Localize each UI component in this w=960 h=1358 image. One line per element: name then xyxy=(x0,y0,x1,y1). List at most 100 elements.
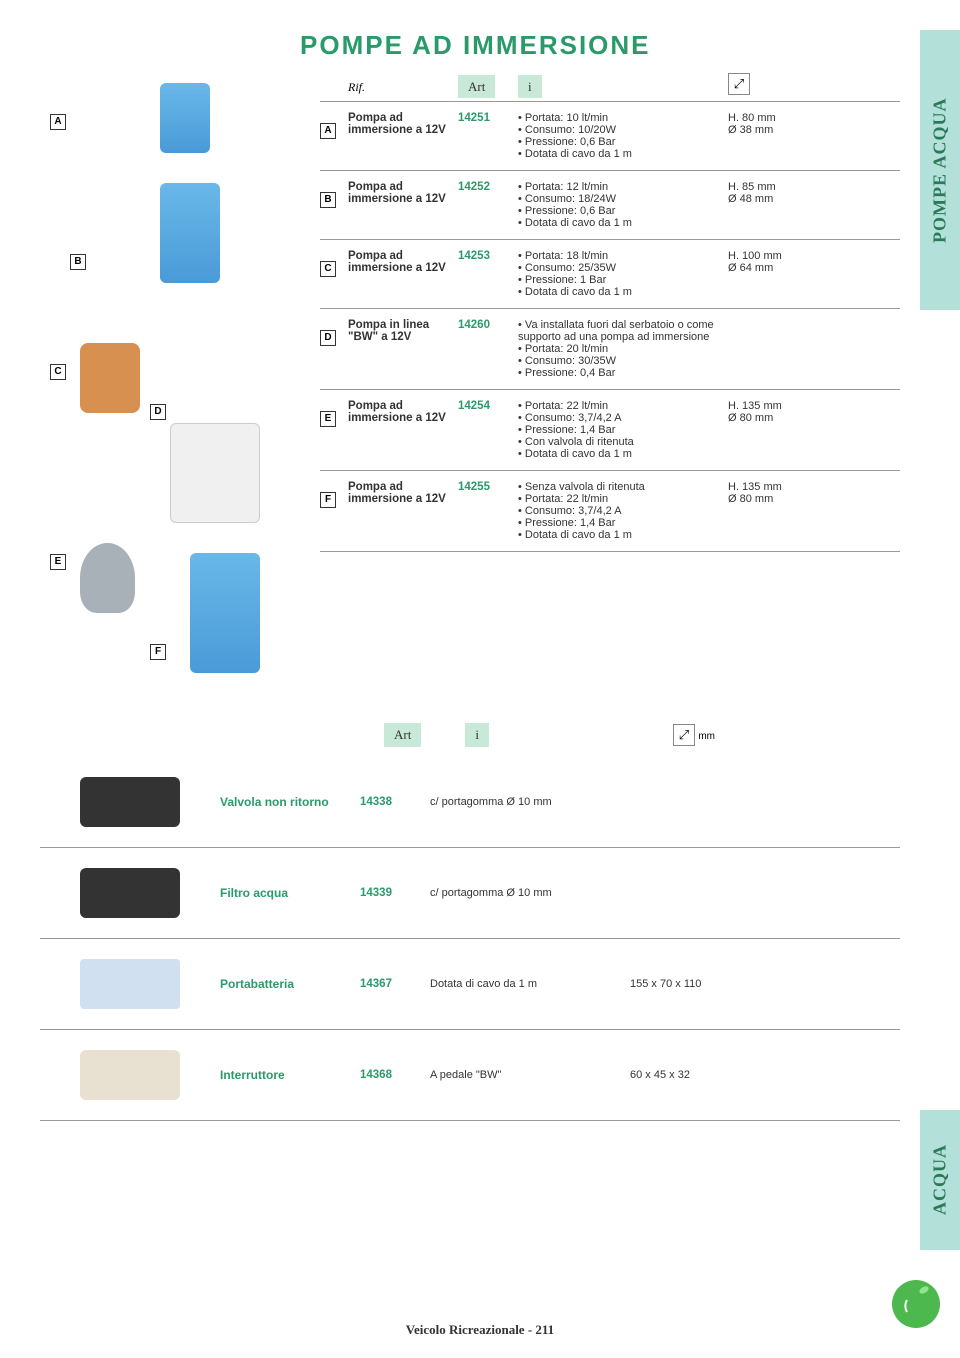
info-item: Senza valvola di ritenuta xyxy=(518,481,728,493)
product-info: Portata: 22 lt/minConsumo: 3,7/4,2 APres… xyxy=(518,400,728,460)
article-number: 14252 xyxy=(458,181,518,193)
accessory-name: Portabatteria xyxy=(220,977,360,991)
product-dimensions: H. 135 mmØ 80 mm xyxy=(728,400,818,424)
label-C: C xyxy=(50,364,66,380)
page-footer: Veicolo Ricreazionale - 211 xyxy=(0,1322,960,1338)
header-info-2: i xyxy=(465,723,489,747)
label-E: E xyxy=(50,554,66,570)
row-ref-letter: F xyxy=(320,492,336,508)
accessory-image xyxy=(80,868,180,918)
info-item: Consumo: 18/24W xyxy=(518,193,728,205)
product-info: Portata: 18 lt/minConsumo: 25/35WPressio… xyxy=(518,250,728,298)
accessory-row: Portabatteria14367Dotata di cavo da 1 m1… xyxy=(40,939,900,1030)
info-item: Consumo: 30/35W xyxy=(518,355,728,367)
product-image-E xyxy=(80,543,135,613)
accessory-article: 14368 xyxy=(360,1069,430,1081)
info-item: Pressione: 0,6 Bar xyxy=(518,205,728,217)
info-item: Consumo: 3,7/4,2 A xyxy=(518,412,728,424)
dimensions-icon-2: ⤢ xyxy=(673,724,695,746)
info-item: Va installata fuori dal serbatoio o come… xyxy=(518,319,728,343)
accessory-row: Interruttore14368A pedale "BW"60 x 45 x … xyxy=(40,1030,900,1121)
accessory-row: Valvola non ritorno14338c/ portagomma Ø … xyxy=(40,757,900,848)
product-dimensions: H. 135 mmØ 80 mm xyxy=(728,481,818,505)
product-image-F xyxy=(190,553,260,673)
pumps-table: Rif. Art i ⤢ APompa ad immersione a 12V1… xyxy=(320,73,900,693)
page-title: POMPE AD IMMERSIONE xyxy=(300,30,900,61)
info-item: Portata: 12 lt/min xyxy=(518,181,728,193)
product-name: Pompa in linea "BW" a 12V xyxy=(348,319,458,343)
pump-row: D Pompa in linea "BW" a 12V14260Va instal… xyxy=(320,309,900,390)
product-name: Pompa ad immersione a 12V xyxy=(348,250,458,274)
info-item: Dotata di cavo da 1 m xyxy=(518,148,728,160)
row-ref-letter: B xyxy=(320,192,336,208)
product-info: Portata: 10 lt/minConsumo: 10/20WPressio… xyxy=(518,112,728,160)
info-item: Consumo: 10/20W xyxy=(518,124,728,136)
header-art-2: Art xyxy=(384,723,421,747)
pump-row: APompa ad immersione a 12V14251Portata: … xyxy=(320,102,900,171)
accessory-info: c/ portagomma Ø 10 mm xyxy=(430,796,630,808)
mm-label: mm xyxy=(698,731,715,742)
article-number: 14260 xyxy=(458,319,518,331)
side-tab-pompe: POMPE ACQUA xyxy=(920,30,960,310)
section-accessories: Art i ⤢ mm Valvola non ritorno14338c/ po… xyxy=(40,723,900,1121)
article-number: 14253 xyxy=(458,250,518,262)
info-item: Portata: 18 lt/min xyxy=(518,250,728,262)
info-item: Dotata di cavo da 1 m xyxy=(518,286,728,298)
info-item: Pressione: 1 Bar xyxy=(518,274,728,286)
accessory-row: Filtro acqua14339c/ portagomma Ø 10 mm xyxy=(40,848,900,939)
info-item: Portata: 22 lt/min xyxy=(518,400,728,412)
accessory-image xyxy=(80,1050,180,1100)
row-ref-letter: E xyxy=(320,411,336,427)
row-ref-letter: D xyxy=(320,330,336,346)
pump-row: EPompa ad immersione a 12V14254Portata: … xyxy=(320,390,900,471)
label-B: B xyxy=(70,254,86,270)
product-info: Va installata fuori dal serbatoio o come… xyxy=(518,319,728,379)
info-item: Consumo: 3,7/4,2 A xyxy=(518,505,728,517)
apple-logo-icon xyxy=(892,1280,940,1328)
info-item: Dotata di cavo da 1 m xyxy=(518,529,728,541)
article-number: 14254 xyxy=(458,400,518,412)
accessory-article: 14338 xyxy=(360,796,430,808)
product-info: Portata: 12 lt/minConsumo: 18/24WPressio… xyxy=(518,181,728,229)
info-item: Con valvola di ritenuta xyxy=(518,436,728,448)
section-pumps: A B C D E F Rif. Art i ⤢ APompa ad immer… xyxy=(40,73,900,693)
accessory-info: A pedale "BW" xyxy=(430,1069,630,1081)
product-dimensions: H. 80 mmØ 38 mm xyxy=(728,112,818,136)
pump-row: B Pompa ad immersione a 12V14252Portata: … xyxy=(320,171,900,240)
header-rif: Rif. xyxy=(348,80,458,95)
product-image-A xyxy=(160,83,210,153)
info-item: Portata: 22 lt/min xyxy=(518,493,728,505)
dimensions-icon: ⤢ xyxy=(728,73,750,95)
info-item: Dotata di cavo da 1 m xyxy=(518,217,728,229)
accessory-name: Interruttore xyxy=(220,1068,360,1082)
product-dimensions: H. 85 mmØ 48 mm xyxy=(728,181,818,205)
side-tab-acqua: ACQUA xyxy=(920,1110,960,1250)
accessory-dimensions: 60 x 45 x 32 xyxy=(630,1069,750,1081)
info-item: Portata: 10 lt/min xyxy=(518,112,728,124)
info-item: Pressione: 0,4 Bar xyxy=(518,367,728,379)
product-image-C xyxy=(80,343,140,413)
info-item: Pressione: 1,4 Bar xyxy=(518,517,728,529)
accessory-dimensions: 155 x 70 x 110 xyxy=(630,978,750,990)
product-name: Pompa ad immersione a 12V xyxy=(348,481,458,505)
product-name: Pompa ad immersione a 12V xyxy=(348,181,458,205)
row-ref-letter: C xyxy=(320,261,336,277)
article-number: 14255 xyxy=(458,481,518,493)
info-item: Consumo: 25/35W xyxy=(518,262,728,274)
header-art: Art xyxy=(458,75,495,98)
product-dimensions: H. 100 mmØ 64 mm xyxy=(728,250,818,274)
info-item: Dotata di cavo da 1 m xyxy=(518,448,728,460)
accessory-name: Filtro acqua xyxy=(220,886,360,900)
accessory-info: c/ portagomma Ø 10 mm xyxy=(430,887,630,899)
info-item: Pressione: 1,4 Bar xyxy=(518,424,728,436)
product-images-area: A B C D E F xyxy=(40,73,320,693)
accessory-image xyxy=(80,959,180,1009)
article-number: 14251 xyxy=(458,112,518,124)
product-info: Senza valvola di ritenutaPortata: 22 lt/… xyxy=(518,481,728,541)
info-item: Portata: 20 lt/min xyxy=(518,343,728,355)
accessory-name: Valvola non ritorno xyxy=(220,795,360,809)
row-ref-letter: A xyxy=(320,123,336,139)
pump-row: F Pompa ad immersione a 12V14255Senza val… xyxy=(320,471,900,552)
label-F: F xyxy=(150,644,166,660)
accessory-image xyxy=(80,777,180,827)
